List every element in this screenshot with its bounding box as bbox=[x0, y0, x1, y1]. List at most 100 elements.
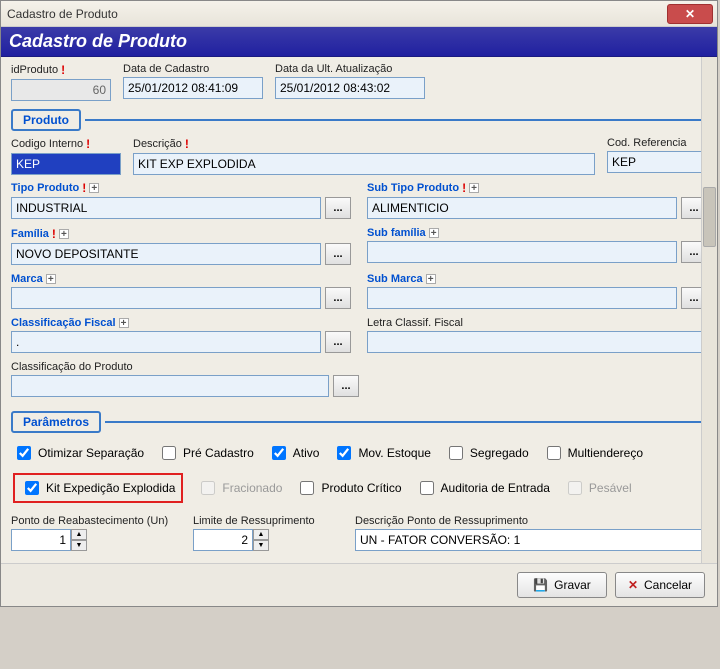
footer: 💾 Gravar ✕ Cancelar bbox=[1, 563, 717, 606]
cancelar-button[interactable]: ✕ Cancelar bbox=[615, 572, 705, 598]
expand-icon[interactable]: + bbox=[89, 183, 99, 193]
pontoreab-label: Ponto de Reabastecimento (Un) bbox=[11, 515, 181, 527]
expand-icon[interactable]: + bbox=[59, 229, 69, 239]
subtipoproduto-label: Sub Tipo Produto!+ bbox=[367, 181, 707, 195]
tipoproduto-lookup-button[interactable]: ... bbox=[325, 197, 351, 219]
classproduto-input[interactable] bbox=[11, 375, 329, 397]
submarca-label: Sub Marca+ bbox=[367, 273, 707, 285]
datacadastro-label: Data de Cadastro bbox=[123, 63, 263, 75]
descricao-input[interactable] bbox=[133, 153, 595, 175]
expand-icon[interactable]: + bbox=[426, 274, 436, 284]
chk-produtocritico[interactable]: Produto Crítico bbox=[296, 473, 401, 503]
required-icon: ! bbox=[185, 137, 189, 151]
chk-multiendereco[interactable]: Multiendereço bbox=[543, 443, 643, 463]
section-parametros-header: Parâmetros bbox=[11, 411, 707, 433]
window: Cadastro de Produto ✕ Cadastro de Produt… bbox=[0, 0, 718, 607]
chk-otimizar[interactable]: Otimizar Separação bbox=[13, 443, 144, 463]
required-icon: ! bbox=[86, 137, 90, 151]
window-title: Cadastro de Produto bbox=[7, 7, 118, 21]
tipoproduto-input[interactable] bbox=[11, 197, 321, 219]
chk-precadastro-input[interactable] bbox=[162, 446, 176, 460]
save-icon: 💾 bbox=[533, 578, 548, 592]
codigointerno-input[interactable] bbox=[11, 153, 121, 175]
limite-label: Limite de Ressuprimento bbox=[193, 515, 343, 527]
marca-lookup-button[interactable]: ... bbox=[325, 287, 351, 309]
classfiscal-label: Classificação Fiscal+ bbox=[11, 317, 351, 329]
dataultatualizacao-input[interactable] bbox=[275, 77, 425, 99]
familia-input[interactable] bbox=[11, 243, 321, 265]
gravar-label: Gravar bbox=[554, 578, 591, 592]
chk-segregado[interactable]: Segregado bbox=[445, 443, 529, 463]
chk-produtocritico-input[interactable] bbox=[300, 481, 314, 495]
expand-icon[interactable]: + bbox=[119, 318, 129, 328]
section-produto-header: Produto bbox=[11, 109, 707, 131]
pontoreab-spinner[interactable]: ▲ ▼ bbox=[11, 529, 181, 551]
section-produto-tag: Produto bbox=[11, 109, 81, 131]
pontoreab-input[interactable] bbox=[11, 529, 71, 551]
classfiscal-lookup-button[interactable]: ... bbox=[325, 331, 351, 353]
chk-precadastro[interactable]: Pré Cadastro bbox=[158, 443, 254, 463]
idproduto-input bbox=[11, 79, 111, 101]
datacadastro-input[interactable] bbox=[123, 77, 263, 99]
limite-up[interactable]: ▲ bbox=[253, 529, 269, 540]
expand-icon[interactable]: + bbox=[469, 183, 479, 193]
marca-label: Marca+ bbox=[11, 273, 351, 285]
chk-movestoque-input[interactable] bbox=[337, 446, 351, 460]
limite-down[interactable]: ▼ bbox=[253, 540, 269, 551]
limite-input[interactable] bbox=[193, 529, 253, 551]
form-content: idProduto! Data de Cadastro Data da Ult.… bbox=[1, 57, 717, 563]
chk-ativo-input[interactable] bbox=[272, 446, 286, 460]
marca-input[interactable] bbox=[11, 287, 321, 309]
chk-pesavel: Pesável bbox=[564, 473, 632, 503]
params-row-1: Otimizar Separação Pré Cadastro Ativo Mo… bbox=[11, 439, 707, 469]
letraclassfiscal-label: Letra Classif. Fiscal bbox=[367, 317, 707, 329]
letraclassfiscal-input[interactable] bbox=[367, 331, 707, 353]
subfamilia-input[interactable] bbox=[367, 241, 677, 263]
descponto-input[interactable] bbox=[355, 529, 707, 551]
section-parametros-tag: Parâmetros bbox=[11, 411, 101, 433]
limite-spinner[interactable]: ▲ ▼ bbox=[193, 529, 343, 551]
chk-pesavel-input bbox=[568, 481, 582, 495]
descponto-label: Descrição Ponto de Ressuprimento bbox=[355, 515, 707, 527]
pontoreab-up[interactable]: ▲ bbox=[71, 529, 87, 540]
chk-segregado-input[interactable] bbox=[449, 446, 463, 460]
gravar-button[interactable]: 💾 Gravar bbox=[517, 572, 607, 598]
cancelar-label: Cancelar bbox=[644, 578, 692, 592]
chk-fracionado-input bbox=[201, 481, 215, 495]
codigointerno-label: Codigo Interno! bbox=[11, 137, 121, 151]
codreferencia-input[interactable] bbox=[607, 151, 707, 173]
chk-ativo[interactable]: Ativo bbox=[268, 443, 320, 463]
chk-auditoria-input[interactable] bbox=[420, 481, 434, 495]
familia-label: Família!+ bbox=[11, 227, 351, 241]
idproduto-label: idProduto! bbox=[11, 63, 111, 77]
cancel-icon: ✕ bbox=[628, 578, 638, 592]
required-icon: ! bbox=[82, 181, 86, 195]
familia-lookup-button[interactable]: ... bbox=[325, 243, 351, 265]
form-header: Cadastro de Produto bbox=[1, 27, 717, 57]
close-icon: ✕ bbox=[685, 7, 695, 21]
chk-multiendereco-input[interactable] bbox=[547, 446, 561, 460]
required-icon: ! bbox=[61, 63, 65, 77]
chk-otimizar-input[interactable] bbox=[17, 446, 31, 460]
dataultatualizacao-label: Data da Ult. Atualização bbox=[275, 63, 425, 75]
classproduto-label: Classificação do Produto bbox=[11, 361, 359, 373]
scrollbar-thumb[interactable] bbox=[703, 187, 716, 247]
submarca-input[interactable] bbox=[367, 287, 677, 309]
classproduto-lookup-button[interactable]: ... bbox=[333, 375, 359, 397]
subtipoproduto-input[interactable] bbox=[367, 197, 677, 219]
expand-icon[interactable]: + bbox=[46, 274, 56, 284]
chk-movestoque[interactable]: Mov. Estoque bbox=[333, 443, 430, 463]
codreferencia-label: Cod. Referencia bbox=[607, 137, 707, 149]
vertical-scrollbar[interactable] bbox=[701, 57, 717, 563]
titlebar: Cadastro de Produto ✕ bbox=[1, 1, 717, 27]
chk-kitexp-input[interactable] bbox=[25, 481, 39, 495]
chk-fracionado: Fracionado bbox=[197, 473, 282, 503]
chk-kitexp[interactable]: Kit Expedição Explodida bbox=[21, 478, 175, 498]
required-icon: ! bbox=[52, 227, 56, 241]
classfiscal-input[interactable] bbox=[11, 331, 321, 353]
expand-icon[interactable]: + bbox=[429, 228, 439, 238]
descricao-label: Descrição! bbox=[133, 137, 595, 151]
pontoreab-down[interactable]: ▼ bbox=[71, 540, 87, 551]
chk-auditoria[interactable]: Auditoria de Entrada bbox=[416, 473, 550, 503]
close-button[interactable]: ✕ bbox=[667, 4, 713, 24]
